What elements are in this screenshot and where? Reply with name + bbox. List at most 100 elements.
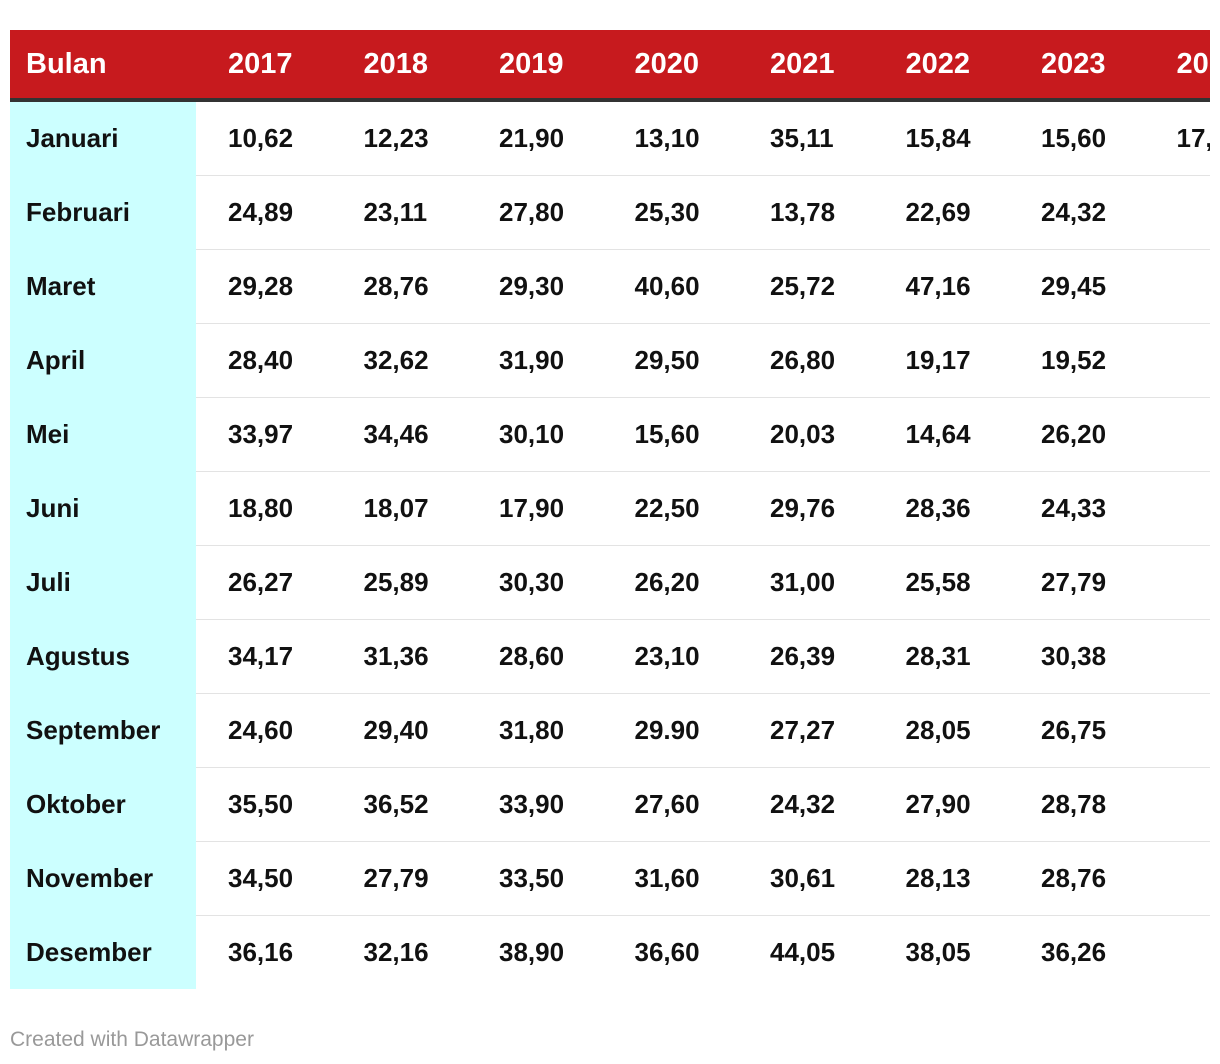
month-cell: Agustus <box>10 619 196 694</box>
value-cell: 31,80 <box>467 693 603 768</box>
column-header-bulan: Bulan <box>10 30 196 102</box>
value-cell: 29,76 <box>738 471 874 546</box>
value-cell: 28,78 <box>1009 767 1145 842</box>
value-cell: 29,28 <box>196 249 332 324</box>
table-row: April 28,40 32,62 31,90 29,50 26,80 19,17 19,52 <box>10 323 1210 398</box>
value-cell: 29,30 <box>467 249 603 324</box>
value-cell: 24,32 <box>738 767 874 842</box>
value-cell: 24,33 <box>1009 471 1145 546</box>
value-cell: 28,05 <box>873 693 1009 768</box>
value-cell: 26,20 <box>602 545 738 620</box>
value-cell: 13,10 <box>602 100 738 176</box>
value-cell: 33,90 <box>467 767 603 842</box>
value-cell: 28,76 <box>331 249 467 324</box>
value-cell: 36,16 <box>228 937 294 967</box>
value-cell: 19,17 <box>873 323 1009 398</box>
table-row: Agustus 34,17 31,36 28,60 23,10 26,39 28,31 30,… <box>10 619 1210 694</box>
value-cell: 26,39 <box>738 619 874 694</box>
data-table: Bulan 2017 2018 2019 2020 2021 2022 2023 20 Janu… <box>10 30 1210 989</box>
value-cell: 34,17 <box>196 619 332 694</box>
value-cell: 26,80 <box>738 323 874 398</box>
value-cell: 29.90 <box>602 693 738 768</box>
value-cell <box>1145 916 1211 990</box>
value-cell: 25,30 <box>602 175 738 250</box>
value-cell: 26,75 <box>1009 693 1145 768</box>
month-cell: Februari <box>10 175 196 250</box>
table-row: Juni 18,80 18,07 17,90 22,50 29,76 28,36 24,33 <box>10 471 1210 546</box>
value-cell: 27,90 <box>873 767 1009 842</box>
column-header-year: 2023 <box>1009 30 1145 102</box>
value-cell: 24,32 <box>1009 175 1145 250</box>
value-cell <box>1144 767 1210 842</box>
month-cell: Desember <box>10 915 196 989</box>
value-cell: 27,80 <box>467 175 603 250</box>
value-cell: 29,50 <box>602 323 738 398</box>
value-cell: 25,89 <box>331 545 467 620</box>
value-cell: 15,60 <box>602 397 738 472</box>
column-header-year: 2021 <box>738 30 874 102</box>
value-cell: 38,90 <box>499 937 565 967</box>
value-cell: 30,61 <box>738 841 874 916</box>
table-body: Januari 10,62 12,23 21,90 13,10 35,11 15,84 15,… <box>10 100 1210 989</box>
value-cell: 20,03 <box>738 397 874 472</box>
value-cell: 40,60 <box>602 249 738 324</box>
value-cell: 22,69 <box>873 175 1009 250</box>
value-cell: 25,58 <box>873 545 1009 620</box>
value-cell <box>1144 693 1210 768</box>
value-cell: 21,90 <box>467 100 603 176</box>
value-cell: 32,62 <box>331 323 467 398</box>
value-cell: 28,31 <box>873 619 1009 694</box>
value-cell: 31,60 <box>602 841 738 916</box>
value-cell: 23,10 <box>602 619 738 694</box>
value-cell: 47,16 <box>873 249 1009 324</box>
value-cell: 17, <box>1144 100 1210 176</box>
value-cell: 28,13 <box>873 841 1009 916</box>
value-cell: 24,60 <box>196 693 332 768</box>
month-cell: Mei <box>10 397 196 472</box>
table-row: Mei 33,97 34,46 30,10 15,60 20,03 14,64 26,20 <box>10 397 1210 472</box>
value-cell: 27,60 <box>602 767 738 842</box>
column-header-year: 2022 <box>873 30 1009 102</box>
footer-credit: Created with Datawrapper <box>10 1028 254 1051</box>
value-cell <box>1144 619 1210 694</box>
value-cell: 18,07 <box>331 471 467 546</box>
column-header-year: 2020 <box>602 30 738 102</box>
table-row: Oktober 35,50 36,52 33,90 27,60 24,32 27,90 28,… <box>10 767 1210 842</box>
value-cell: 13,78 <box>738 175 874 250</box>
table-row: Februari 24,89 23,11 27,80 25,30 13,78 22,69 24… <box>10 175 1210 250</box>
month-cell: November <box>10 841 196 916</box>
value-cell: 14,64 <box>873 397 1009 472</box>
value-cell: 38,05 <box>905 937 971 967</box>
month-cell: Januari <box>10 100 196 176</box>
value-cell <box>1144 545 1210 620</box>
value-cell: 25,72 <box>738 249 874 324</box>
data-table-container: Bulan 2017 2018 2019 2020 2021 2022 2023 20 Janu… <box>10 30 1210 989</box>
value-cell: 17,90 <box>467 471 603 546</box>
month-cell: Juni <box>10 471 196 546</box>
value-cell <box>1144 397 1210 472</box>
value-cell: 30,10 <box>467 397 603 472</box>
month-cell: Maret <box>10 249 196 324</box>
value-cell: 36,52 <box>331 767 467 842</box>
value-cell <box>1144 323 1210 398</box>
table-row: Maret 29,28 28,76 29,30 40,60 25,72 47,16 29,45 <box>10 249 1210 324</box>
value-cell: 10,62 <box>196 100 332 176</box>
value-cell: 33,50 <box>467 841 603 916</box>
table-row: Desember 36,16 32,16 38,90 36,60 44,05 38,05 36… <box>10 915 1211 990</box>
value-cell: 24,89 <box>196 175 332 250</box>
value-cell: 34,50 <box>196 841 332 916</box>
value-cell: 12,23 <box>331 100 467 176</box>
value-cell: 18,80 <box>196 471 332 546</box>
value-cell <box>1144 249 1210 324</box>
month-cell: Juli <box>10 545 196 620</box>
value-cell: 29,40 <box>331 693 467 768</box>
value-cell: 30,38 <box>1009 619 1145 694</box>
value-cell: 19,52 <box>1009 323 1145 398</box>
column-header-year: 2019 <box>467 30 603 102</box>
value-cell: 22,50 <box>602 471 738 546</box>
value-cell: 26,27 <box>196 545 332 620</box>
value-cell: 29,45 <box>1009 249 1145 324</box>
month-cell: Oktober <box>10 767 196 842</box>
value-cell: 28,36 <box>873 471 1009 546</box>
month-cell: September <box>10 693 196 768</box>
